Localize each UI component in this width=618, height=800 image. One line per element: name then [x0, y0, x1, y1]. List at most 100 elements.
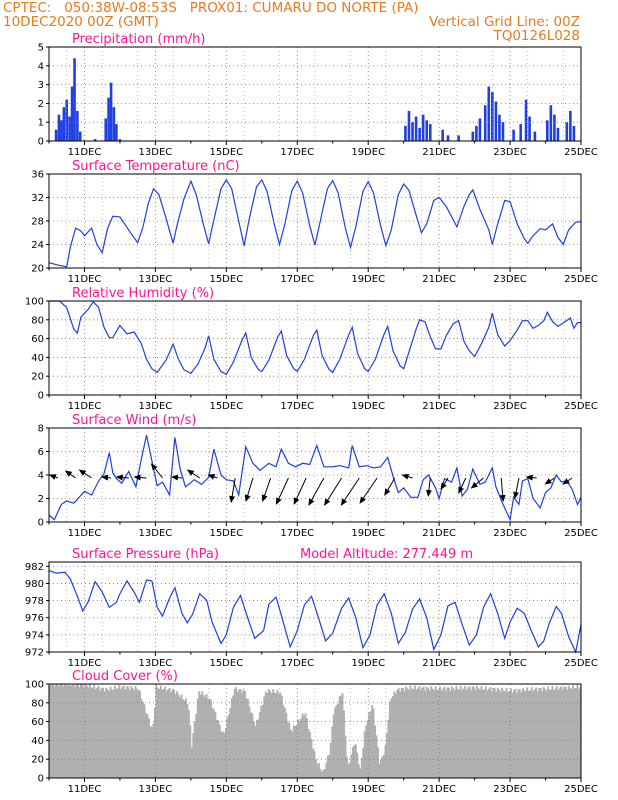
- precip-bar: [478, 118, 482, 141]
- cloud-bar: [397, 687, 400, 778]
- precip-bar: [553, 114, 556, 141]
- cloud-bar: [510, 688, 512, 778]
- cloud-bar: [496, 687, 499, 778]
- cloud-bar: [111, 689, 113, 778]
- precip-bar: [57, 114, 61, 141]
- cloud-bar: [523, 690, 526, 778]
- cloud-bar: [119, 688, 122, 778]
- cloud-bar: [97, 685, 100, 778]
- x-tick-label: 19DEC: [351, 528, 385, 539]
- cloud-bar: [458, 689, 461, 778]
- cloud-bar: [131, 688, 134, 778]
- x-tick-label: 23DEC: [493, 528, 527, 539]
- cloud-bar: [341, 693, 344, 778]
- cloud-bar: [425, 686, 428, 778]
- cloud-bar: [315, 759, 317, 778]
- x-tick-label: 23DEC: [493, 784, 527, 795]
- x-tick-label: 25DEC: [564, 528, 598, 539]
- cloud-bar: [405, 686, 408, 778]
- cloud-bar: [335, 704, 338, 778]
- cloud-bar: [199, 694, 202, 778]
- cloud-bar: [456, 689, 459, 778]
- precip-bar: [421, 114, 425, 141]
- cloud-bar: [137, 689, 140, 778]
- x-tick-label: 13DEC: [139, 528, 173, 539]
- cloud-bar: [515, 692, 518, 778]
- cloud-bar: [391, 696, 394, 778]
- precip-bar: [512, 129, 515, 141]
- x-tick-label: 21DEC: [422, 274, 456, 285]
- cloud-bar: [579, 686, 582, 778]
- cloud-bar: [198, 691, 201, 778]
- y-tick-label: 4: [38, 471, 44, 482]
- cloud-bar: [498, 689, 501, 778]
- precip-bar: [425, 120, 429, 141]
- y-tick-label: 2: [38, 494, 44, 505]
- y-tick-label: 974: [25, 630, 44, 641]
- cloud-bar: [71, 685, 74, 778]
- panel-title: Surface Temperature (nC): [72, 159, 240, 174]
- precip-bar: [104, 118, 108, 141]
- cloud-bar: [448, 687, 450, 778]
- cloud-bar: [428, 690, 431, 778]
- wind-arrow: [293, 477, 307, 505]
- cloud-bar: [487, 688, 490, 778]
- cloud-bar: [394, 693, 397, 778]
- cloud-bar: [520, 692, 523, 778]
- x-tick-label: 17DEC: [280, 401, 314, 412]
- cloud-bar: [387, 719, 390, 778]
- y-tick-label: 20: [31, 755, 44, 766]
- cloud-bar: [372, 708, 375, 778]
- cloud-bar: [255, 720, 258, 778]
- cloud-bar: [174, 694, 177, 778]
- panel-title: Cloud Cover (%): [72, 669, 178, 684]
- cloud-bar: [100, 687, 103, 778]
- cloud-bar: [489, 687, 492, 778]
- cloud-bar: [346, 756, 348, 778]
- panel-title: Surface Wind (m/s): [72, 413, 196, 428]
- precip-bar: [70, 86, 74, 141]
- x-tick-label: 15DEC: [209, 401, 243, 412]
- cloud-bar: [227, 714, 230, 778]
- precip-bar: [60, 120, 63, 141]
- cloud-bar: [547, 686, 549, 778]
- wind-arrow: [261, 477, 272, 502]
- cloud-bar: [283, 707, 286, 778]
- cloud-bar: [139, 690, 142, 778]
- panel-title: Surface Pressure (hPa): [72, 547, 219, 562]
- cloud-bar: [337, 703, 340, 778]
- cloud-bar: [80, 684, 82, 778]
- y-tick-label: 8: [38, 424, 44, 435]
- cloud-bar: [508, 690, 511, 778]
- cloud-bar: [433, 690, 436, 778]
- cloud-bar: [467, 687, 470, 778]
- cloud-bar: [93, 684, 96, 778]
- panel-title: Relative Humidity (%): [72, 286, 214, 301]
- cloud-bar: [184, 698, 187, 778]
- cloud-bar: [75, 684, 78, 778]
- cloud-bar: [440, 690, 443, 778]
- y-tick-label: 32: [31, 193, 44, 204]
- cloud-bar: [541, 691, 543, 778]
- wind-arrow: [229, 477, 236, 503]
- cloud-bar: [167, 688, 170, 778]
- cloud-bar: [502, 690, 505, 778]
- wind-arrow: [562, 477, 573, 485]
- wind-arrow: [308, 477, 325, 506]
- cloud-bar: [493, 688, 496, 778]
- cloud-bar: [452, 688, 455, 778]
- precip-bar: [68, 116, 71, 141]
- cloud-bar: [511, 692, 514, 778]
- x-tick-label: 13DEC: [139, 658, 173, 669]
- cloud-bar: [476, 685, 478, 778]
- cloud-bar: [210, 699, 212, 778]
- cloud-bar: [462, 688, 465, 778]
- cloud-bar: [484, 686, 487, 778]
- precip-bar: [565, 122, 569, 141]
- cloud-bar: [105, 687, 108, 778]
- x-tick-label: 13DEC: [139, 784, 173, 795]
- cloud-bar: [303, 715, 306, 778]
- wind-arrow: [101, 474, 112, 481]
- cloud-bar: [343, 710, 345, 778]
- cloud-bar: [148, 718, 150, 778]
